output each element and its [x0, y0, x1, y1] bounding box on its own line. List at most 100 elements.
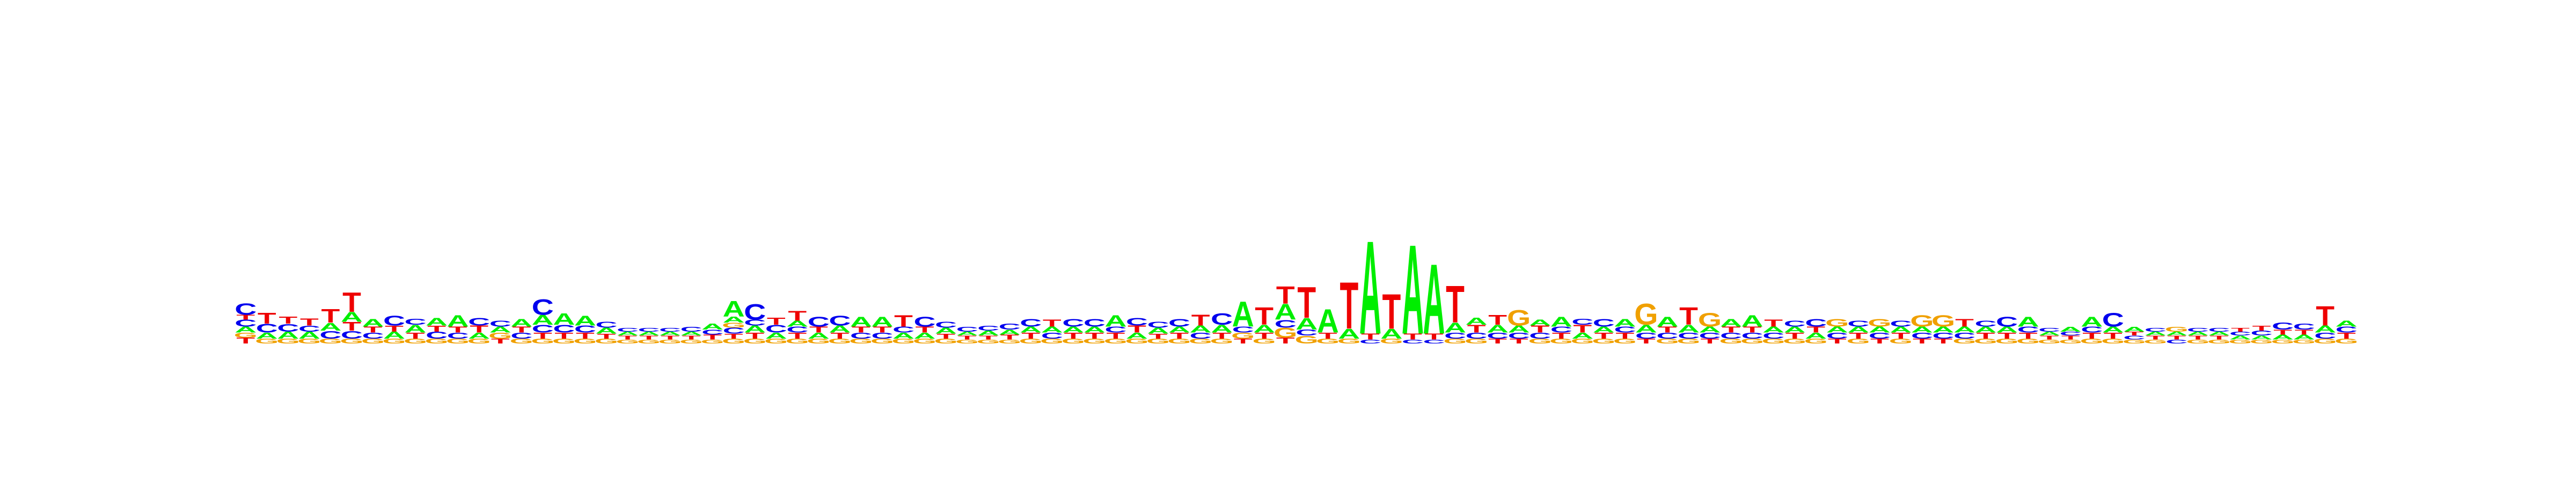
logo-letter-c: C: [892, 325, 914, 334]
logo-letter-g: G: [488, 331, 512, 340]
logo-letter-a: A: [1211, 323, 1233, 335]
logo-letter-c: C: [935, 320, 957, 329]
logo-letter-a: A: [1508, 324, 1530, 334]
logo-letter-g: G: [404, 337, 427, 345]
logo-letter-c: C: [2336, 325, 2358, 334]
logo-letter-c: C: [1869, 331, 1891, 340]
logo-letter-g: G: [297, 337, 321, 345]
logo-letter-a: A: [1359, 214, 1381, 362]
logo-letter-a: A: [2038, 331, 2060, 337]
logo-letter-a: A: [913, 331, 935, 340]
logo-letter-g: G: [786, 337, 809, 345]
logo-letter-a: A: [532, 312, 554, 328]
logo-letter-a: A: [2102, 325, 2124, 334]
logo-letter-a: A: [977, 330, 999, 337]
logo-letter-g: G: [1443, 337, 1467, 345]
logo-letter-c: C: [383, 313, 405, 329]
logo-letter-t: T: [1255, 303, 1274, 331]
logo-letter-c: C: [659, 326, 681, 333]
logo-letter-t: T: [2125, 331, 2143, 337]
logo-letter-g: G: [1316, 337, 1340, 345]
logo-letter-t: T: [1573, 323, 1592, 335]
logo-letter-c: C: [999, 322, 1021, 331]
logo-letter-t: T: [894, 312, 913, 330]
logo-letter-t: T: [2082, 331, 2101, 340]
logo-letter-c: C: [2017, 325, 2039, 334]
logo-letter-c: C: [1423, 339, 1445, 345]
logo-letter-a: A: [235, 325, 257, 334]
logo-letter-c: C: [574, 324, 596, 334]
logo-letter-t: T: [1934, 337, 1953, 345]
logo-letter-a: A: [723, 315, 745, 324]
logo-letter-g: G: [2271, 339, 2294, 345]
logo-letter-a: A: [1571, 331, 1593, 340]
logo-letter-a: A: [2293, 333, 2315, 341]
logo-letter-c: C: [235, 318, 257, 328]
logo-letter-c: C: [1550, 325, 1572, 334]
logo-letter-g: G: [1295, 334, 1319, 346]
logo-letter-c: C: [829, 313, 851, 329]
logo-letter-t: T: [2061, 334, 2080, 341]
logo-letter-a: A: [2145, 331, 2167, 337]
logo-letter-t: T: [1913, 337, 1931, 345]
logo-letter-g: G: [913, 337, 936, 345]
logo-letter-g: G: [658, 339, 682, 345]
logo-letter-c: C: [808, 314, 830, 330]
logo-letter-g: G: [1698, 310, 1722, 331]
logo-letter-a: A: [659, 331, 681, 337]
logo-letter-g: G: [1804, 337, 1828, 345]
logo-letter-c: C: [1656, 331, 1678, 340]
logo-letter-c: C: [489, 319, 511, 328]
logo-letter-c: C: [447, 331, 469, 340]
logo-letter-t: T: [1764, 318, 1783, 328]
logo-letter-g: G: [2314, 337, 2337, 345]
logo-letter-g: G: [1719, 337, 1743, 345]
logo-letter-t: T: [1892, 331, 1911, 340]
logo-letter-a: A: [553, 310, 575, 328]
logo-letter-t: T: [1170, 331, 1189, 340]
logo-letter-t: T: [2337, 331, 2356, 340]
logo-letter-g: G: [1040, 337, 1064, 345]
logo-letter-c: C: [510, 331, 532, 340]
logo-letter-a: A: [256, 331, 278, 340]
logo-letter-a: A: [447, 312, 469, 330]
logo-letter-g: G: [1253, 337, 1276, 345]
logo-letter-a: A: [2229, 334, 2251, 341]
logo-letter-t: T: [470, 324, 488, 334]
logo-letter-a: A: [1190, 324, 1212, 334]
logo-letter-a: A: [1402, 218, 1424, 361]
logo-letter-t: T: [788, 331, 807, 340]
logo-letter-c: C: [2060, 331, 2082, 337]
logo-letter-c: C: [680, 325, 702, 333]
logo-letter-g: G: [276, 337, 300, 345]
logo-letter-a: A: [1784, 325, 1806, 334]
logo-letter-g: G: [1337, 337, 1361, 345]
logo-letter-g: G: [1677, 337, 1700, 345]
logo-letter-c: C: [1805, 317, 1827, 329]
logo-letter-a: A: [1593, 325, 1615, 334]
logo-letter-t: T: [279, 315, 297, 326]
logo-letter-a: A: [999, 328, 1021, 336]
logo-letter-t: T: [2295, 328, 2314, 336]
logo-letter-a: A: [2272, 333, 2294, 341]
logo-letter-c: C: [2272, 321, 2294, 332]
logo-letter-c: C: [1041, 331, 1063, 340]
logo-letter-c: C: [1062, 317, 1084, 329]
logo-letter-t: T: [533, 331, 552, 340]
logo-letter-c: C: [532, 323, 554, 335]
logo-letter-g: G: [1571, 337, 1594, 345]
logo-letter-a: A: [1550, 314, 1572, 330]
logo-letter-g: G: [955, 339, 979, 345]
logo-letter-g: G: [1762, 337, 1785, 345]
logo-letter-a: A: [1678, 323, 1700, 335]
logo-letter-a: A: [638, 331, 660, 337]
logo-letter-t: T: [1340, 269, 1358, 343]
logo-letter-g: G: [2059, 339, 2082, 345]
logo-letter-c: C: [595, 320, 617, 329]
logo-letter-a: A: [680, 331, 702, 337]
logo-letter-t: T: [1107, 331, 1125, 340]
logo-letter-a: A: [1232, 295, 1254, 334]
logo-letter-t: T: [1403, 332, 1422, 341]
logo-letter-a: A: [2081, 314, 2103, 330]
